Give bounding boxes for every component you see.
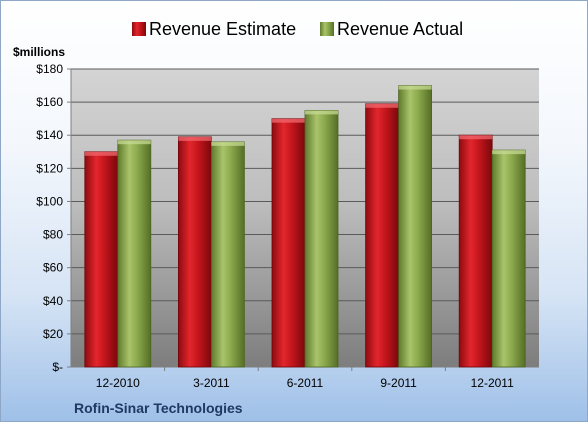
y-tick-label: $20 [43,327,63,341]
x-tick-labels: 12-2010 3-2011 6-2011 9-2011 12-2011 [96,367,514,390]
y-tick-label: $60 [43,261,63,275]
y-tick-label: $180 [36,62,63,76]
y-tick-label: $140 [36,128,63,142]
company-name: Rofin-Sinar Technologies [74,400,243,416]
x-tick-label: 9-2011 [380,376,417,390]
y-tick-label: $- [52,360,63,374]
legend-swatch-estimate [132,22,146,36]
bar-revenue-actual [117,139,152,368]
bar-revenue-actual-highlight [398,85,432,90]
bar-revenue-estimate [84,151,119,368]
bars [84,85,526,368]
legend-label-estimate: Revenue Estimate [149,19,296,39]
y-tick-label: $160 [36,95,63,109]
bar-revenue-estimate [177,136,212,368]
legend-item-revenue-estimate: Revenue Estimate [132,19,296,39]
bar-revenue-actual [304,109,339,368]
bar-revenue-actual-highlight [117,140,151,145]
y-tick-labels: $- $20 $40 $60 $80 $100 $120 $140 $160 $180 [36,62,71,374]
bar-revenue-estimate-highlight [459,135,493,140]
x-tick-label: 12-2011 [471,376,514,390]
bar-revenue-estimate [271,118,306,368]
bar-revenue-actual-highlight [492,150,526,155]
bar-revenue-estimate [365,103,400,368]
bar-revenue-actual-highlight [305,110,338,115]
y-tick-label: $80 [43,228,63,242]
x-tick-label: 3-2011 [193,376,230,390]
bar-revenue-estimate [458,134,493,368]
bar-revenue-estimate-highlight [84,151,118,156]
legend-label-actual: Revenue Actual [337,19,463,39]
bar-revenue-actual [398,85,433,368]
y-tick-label: $120 [36,161,63,175]
legend-item-revenue-actual: Revenue Actual [320,19,463,39]
bar-revenue-estimate-highlight [365,103,399,108]
bar-revenue-estimate-highlight [178,136,212,141]
x-tick-label: 12-2010 [96,376,140,390]
legend: Revenue Estimate Revenue Actual [132,19,463,39]
bar-revenue-actual-highlight [211,141,245,146]
legend-swatch-actual [320,22,334,36]
y-axis-label: $millions [13,45,65,59]
y-tick-label: $40 [43,294,63,308]
bar-revenue-estimate-highlight [272,118,305,123]
bar-revenue-actual [491,149,526,368]
bar-revenue-actual [210,141,245,368]
x-tick-label: 6-2011 [287,376,324,390]
y-tick-label: $100 [36,194,63,208]
